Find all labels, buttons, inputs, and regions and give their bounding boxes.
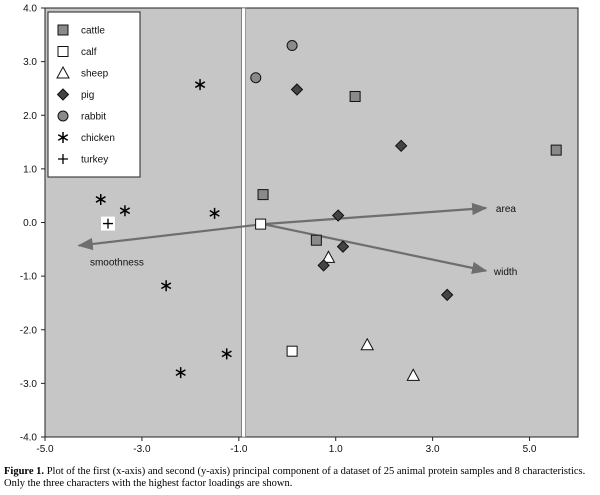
x-tick-label: -5.0 xyxy=(36,444,54,455)
pig-point xyxy=(394,139,408,153)
legend: cattle calf sheep pig rabbit chicken turkey xyxy=(47,11,141,178)
legend-marker-pig xyxy=(56,88,70,101)
y-tick-label: 3.0 xyxy=(23,57,37,68)
x-tick-label: 1.0 xyxy=(329,444,343,455)
pig-point xyxy=(290,83,304,96)
legend-label-calf: calf xyxy=(81,47,97,58)
chicken-point xyxy=(194,79,206,91)
series-chicken xyxy=(95,79,232,379)
cattle-point xyxy=(550,144,562,156)
loading-vector-smoothness xyxy=(77,223,264,251)
series-sheep xyxy=(321,250,421,381)
cattle-point xyxy=(310,234,322,246)
sheep-point xyxy=(406,368,421,381)
rabbit-point xyxy=(250,72,262,84)
figure-caption: Figure 1. Plot of the first (x-axis) and… xyxy=(4,466,596,490)
cattle-point xyxy=(257,189,269,201)
cattle-point xyxy=(349,90,361,102)
legend-label-pig: pig xyxy=(81,90,94,101)
legend-label-cattle: cattle xyxy=(81,26,105,37)
sheep-point xyxy=(360,337,375,351)
y-tick-label: -1.0 xyxy=(20,272,38,283)
legend-marker-cattle xyxy=(57,24,69,36)
vector-label-smoothness: smoothness xyxy=(90,258,144,269)
sheep-point xyxy=(321,250,336,263)
chicken-point xyxy=(160,280,172,292)
x-tick-label: 3.0 xyxy=(426,444,440,455)
legend-label-chicken: chicken xyxy=(81,133,115,144)
x-tick-label: -1.0 xyxy=(230,444,248,455)
series-pig xyxy=(290,83,454,302)
vector-label-width: width xyxy=(493,267,517,278)
chicken-point xyxy=(119,205,131,217)
rabbit-point xyxy=(286,40,298,52)
chicken-point xyxy=(209,207,220,219)
chicken-point xyxy=(175,367,186,379)
y-tick-label: -4.0 xyxy=(20,433,38,444)
pig-point xyxy=(336,240,350,253)
turkey-point xyxy=(102,218,113,229)
legend-marker-chicken xyxy=(57,132,69,143)
loading-vector-width xyxy=(262,223,488,274)
chicken-point xyxy=(95,193,106,205)
chicken-point xyxy=(221,348,232,360)
pig-point xyxy=(440,288,454,302)
x-tick-label: -3.0 xyxy=(133,444,151,455)
y-tick-label: -3.0 xyxy=(20,379,38,390)
vertical-axis-line xyxy=(241,7,246,438)
legend-label-rabbit: rabbit xyxy=(81,112,106,123)
legend-label-sheep: sheep xyxy=(81,69,109,80)
legend-marker-turkey xyxy=(58,154,68,164)
legend-marker-rabbit xyxy=(57,110,69,122)
caption-text: Plot of the first (x-axis) and second (y… xyxy=(4,466,586,489)
calf-point xyxy=(286,345,298,357)
pig-point xyxy=(317,259,330,272)
legend-marker-calf xyxy=(57,46,69,57)
y-tick-label: 1.0 xyxy=(23,164,37,175)
series-rabbit xyxy=(250,40,298,84)
pca-scatter-chart: -5.0 -3.0 -1.0 1.0 3.0 5.0 -4.0 -3.0 -2.0 -1.0 0.0… xyxy=(20,4,579,455)
legend-label-turkey: turkey xyxy=(81,155,108,166)
series-calf xyxy=(255,218,298,357)
legend-marker-sheep xyxy=(56,65,70,79)
calf-point xyxy=(255,218,267,230)
series-cattle xyxy=(257,90,562,246)
y-tick-label: -2.0 xyxy=(20,325,38,336)
y-tick-label: 2.0 xyxy=(23,111,37,122)
pig-point xyxy=(331,209,345,222)
y-tick-label: 4.0 xyxy=(23,4,37,15)
series-turkey xyxy=(100,216,115,231)
y-tick-label: 0.0 xyxy=(23,218,37,229)
loading-vector-area xyxy=(262,202,488,226)
caption-label: Figure 1. xyxy=(4,466,45,477)
x-tick-label: 5.0 xyxy=(523,444,537,455)
vector-label-area: area xyxy=(496,204,516,215)
